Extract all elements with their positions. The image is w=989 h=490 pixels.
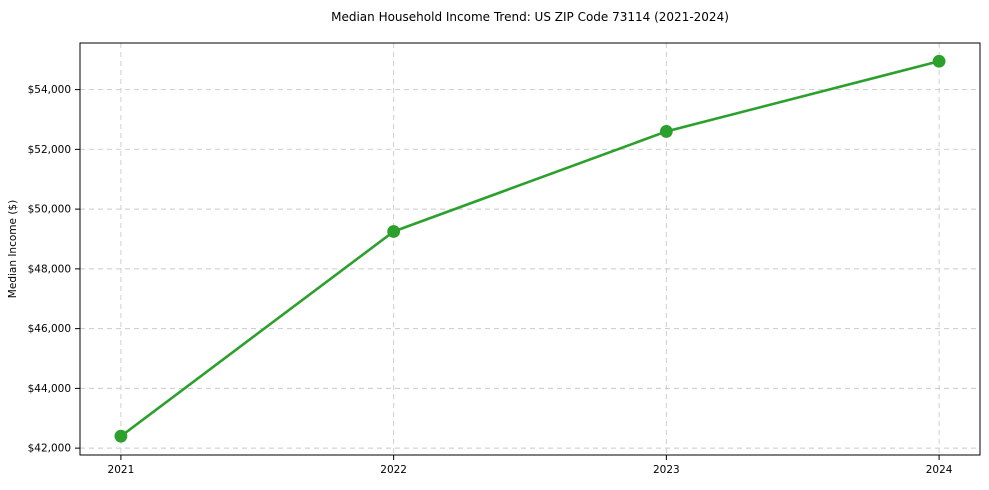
- x-tick-label: 2021: [108, 464, 135, 476]
- y-tick-label: $52,000: [28, 144, 71, 156]
- data-point: [387, 225, 401, 238]
- y-tick-label: $42,000: [28, 443, 71, 455]
- data-point: [114, 429, 128, 443]
- x-tick-label: 2023: [653, 464, 680, 476]
- y-tick-label: $46,000: [28, 323, 71, 335]
- plot-border: [79, 42, 981, 456]
- data-point: [659, 125, 673, 138]
- y-tick-label: $50,000: [28, 204, 71, 216]
- y-axis-label: Median Income ($): [7, 200, 19, 298]
- chart-title: Median Household Income Trend: US ZIP Co…: [331, 10, 729, 24]
- grid-layer: [80, 43, 980, 455]
- data-point: [932, 54, 946, 68]
- x-tick-label: 2022: [380, 464, 407, 476]
- data-line: [119, 59, 941, 438]
- tick-layer: $42,000 $44,000 $46,000 $48,000 $50,000 $52,0…: [28, 84, 953, 476]
- x-tick-label: 2024: [926, 464, 953, 476]
- series-layer: [114, 54, 946, 443]
- y-tick-label: $48,000: [28, 263, 71, 275]
- y-tick-label: $54,000: [28, 84, 71, 96]
- y-tick-label: $44,000: [28, 383, 71, 395]
